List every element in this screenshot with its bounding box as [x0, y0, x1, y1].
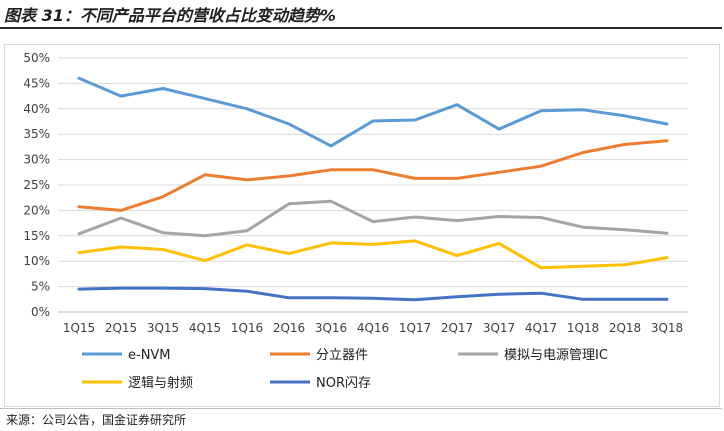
y-axis-ticks: 0% 5% 10% 15% 20% 25% 30% 35% 40% 45% 50% [23, 51, 50, 319]
y-tick-label: 5% [31, 280, 50, 294]
x-tick-label: 2Q15 [105, 321, 137, 335]
x-tick-label: 2Q18 [609, 321, 641, 335]
x-tick-label: 1Q16 [231, 321, 263, 335]
series-line-2 [77, 139, 669, 212]
line-chart: 0% 5% 10% 15% 20% 25% 30% 35% 40% 45% 50% 1Q15 2Q15… [23, 51, 688, 391]
footer-divider [0, 408, 722, 409]
grid-layer [58, 57, 688, 313]
y-tick-label: 25% [23, 178, 50, 192]
series-line-1 [77, 76, 669, 148]
legend-label: 分立器件 [316, 348, 368, 363]
legend-label: 模拟与电源管理IC [504, 348, 608, 363]
x-tick-label: 3Q18 [651, 321, 683, 335]
y-tick-label: 30% [23, 153, 50, 167]
x-tick-label: 1Q18 [567, 321, 599, 335]
y-tick-label: 50% [23, 51, 50, 65]
chart-title: 图表 31：不同产品平台的营收占比变动趋势% [4, 6, 336, 25]
x-axis-ticks: 1Q15 2Q15 3Q15 4Q15 1Q16 2Q16 3Q16 4Q16 1Q17 2Q17… [63, 321, 683, 335]
x-tick-label: 2Q16 [273, 321, 305, 335]
series-line-5 [77, 286, 669, 302]
x-tick-label: 1Q15 [63, 321, 95, 335]
legend-label: e-NVM [128, 348, 171, 363]
legend-label: NOR闪存 [316, 376, 371, 391]
y-tick-label: 15% [23, 229, 50, 243]
x-tick-label: 1Q17 [399, 321, 431, 335]
x-tick-label: 3Q17 [483, 321, 515, 335]
legend: e-NVM 分立器件 模拟与电源管理IC 逻辑与射频 NOR闪存 [82, 348, 608, 391]
x-tick-label: 3Q15 [147, 321, 179, 335]
x-tick-label: 3Q16 [315, 321, 347, 335]
x-tick-label: 4Q16 [357, 321, 389, 335]
x-tick-label: 4Q17 [525, 321, 557, 335]
title-divider [0, 27, 722, 29]
x-tick-label: 4Q15 [189, 321, 221, 335]
y-tick-label: 45% [23, 76, 50, 90]
y-tick-label: 20% [23, 203, 50, 217]
series-layer [77, 76, 669, 302]
series-line-4 [77, 239, 669, 270]
chart-frame [4, 44, 720, 407]
series-line-3 [77, 199, 669, 238]
y-tick-label: 0% [31, 305, 50, 319]
legend-label: 逻辑与射频 [128, 375, 193, 391]
y-tick-label: 40% [23, 102, 50, 116]
y-tick-label: 10% [23, 254, 50, 268]
y-tick-label: 35% [23, 127, 50, 141]
source-note: 来源：公司公告，国金证券研究所 [6, 413, 187, 427]
x-tick-label: 2Q17 [441, 321, 473, 335]
